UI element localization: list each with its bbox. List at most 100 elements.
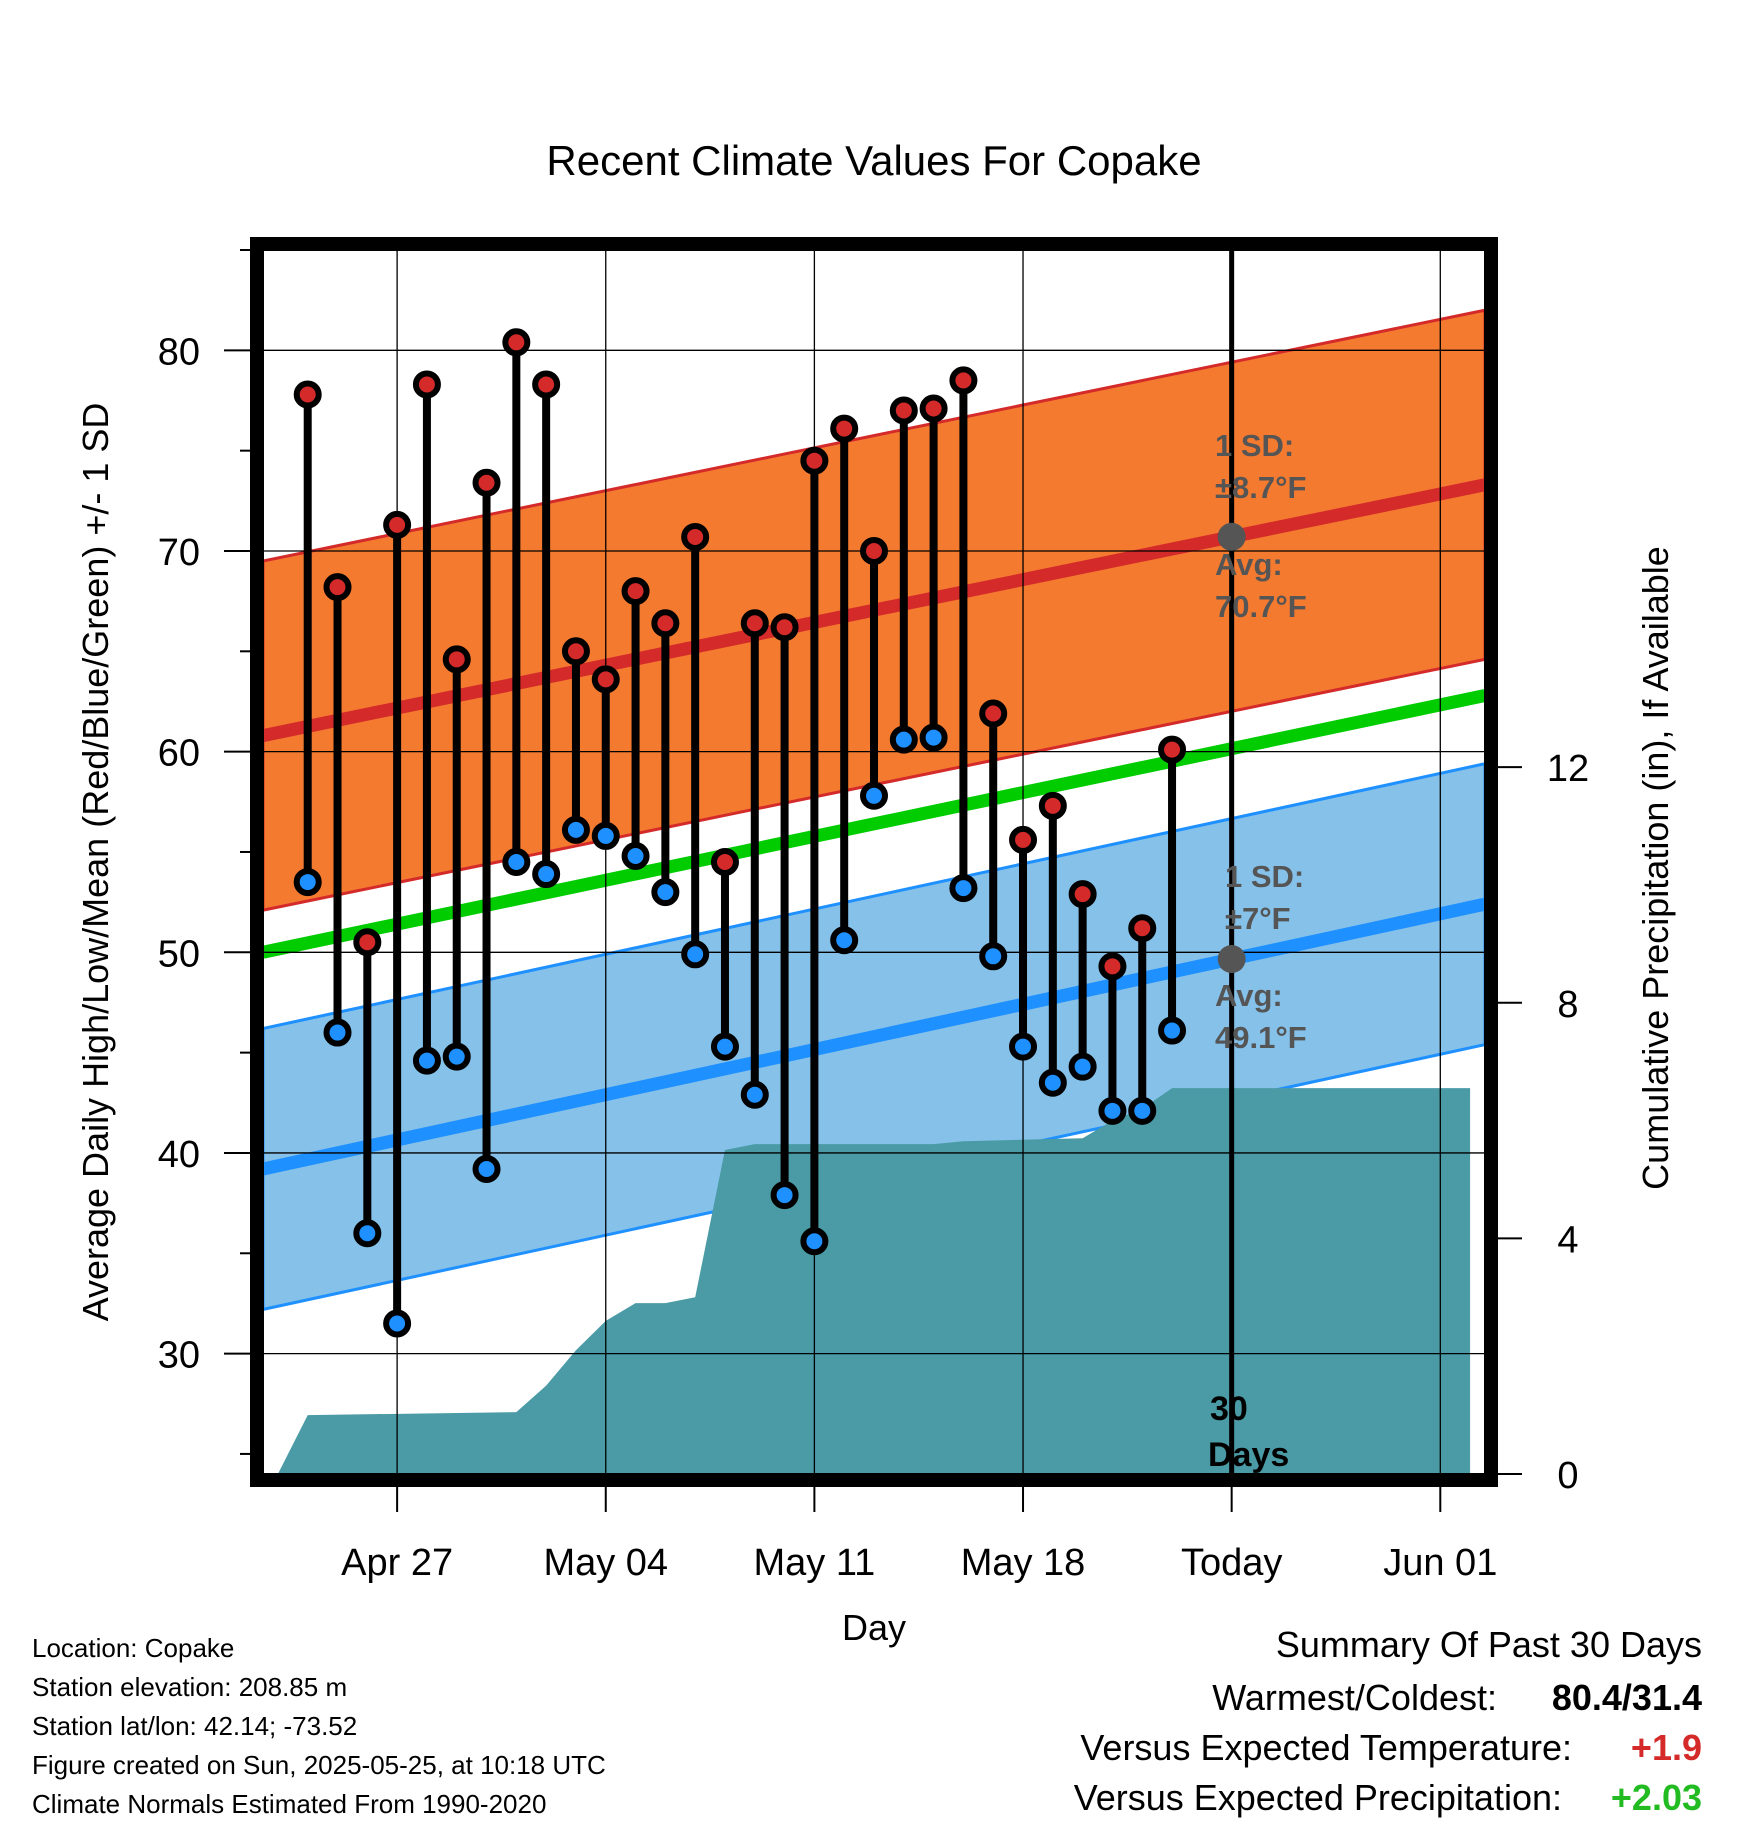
x-tick-label: May 11: [753, 1542, 875, 1584]
y-tick-label: 50: [158, 933, 200, 975]
daily-low-point: [1158, 1016, 1187, 1045]
y-right-tick-label: 8: [1557, 984, 1578, 1026]
daily-low-point: [889, 725, 918, 754]
daily-low-point: [383, 1309, 412, 1338]
daily-high-point: [591, 665, 620, 694]
daily-high-point: [472, 468, 501, 497]
daily-high-point: [860, 536, 888, 565]
y-right-tick-label: 12: [1547, 748, 1589, 790]
daily-high-point: [323, 573, 352, 602]
daily-high-point: [293, 380, 322, 409]
daily-high-point: [1038, 791, 1067, 820]
daily-high-point: [1128, 914, 1157, 943]
x-tick-label: May 18: [961, 1542, 1086, 1584]
daily-high-point: [442, 645, 471, 674]
today-normal-low-marker: [1217, 945, 1246, 974]
summary-panel: Summary Of Past 30 Days Warmest/Coldest:…: [1074, 1624, 1702, 1818]
daily-high-point: [770, 613, 799, 642]
axes: 30 40 50 60 70 80 0 4 8 12 Apr 27 May 04 May 11 May 1…: [158, 249, 1589, 1584]
left-axis-label: Average Daily High/Low/Mean (Red/Blue/Gr…: [75, 403, 116, 1322]
daily-low-point: [949, 874, 978, 903]
daily-high-point: [353, 928, 382, 957]
high-avg-value: 70.7°F: [1215, 589, 1307, 624]
daily-low-point: [621, 841, 650, 870]
daily-low-point: [1068, 1052, 1097, 1081]
daily-high-point: [1098, 952, 1127, 981]
high-avg-label: Avg:: [1215, 547, 1283, 582]
x-tick-label: Apr 27: [341, 1542, 453, 1584]
y-tick-label: 30: [158, 1335, 200, 1377]
info-elevation: Station elevation: 208.85 m: [32, 1672, 347, 1702]
y-tick-label: 40: [158, 1134, 200, 1176]
daily-low-point: [681, 940, 710, 969]
daily-low-point: [442, 1042, 471, 1071]
daily-high-point: [651, 609, 680, 638]
right-axis-label: Cumulative Precipitation (in), If Availa…: [1635, 546, 1676, 1190]
daily-high-point: [621, 577, 650, 606]
daily-high-point: [1158, 735, 1187, 764]
x-axis-label: Day: [842, 1607, 906, 1648]
daily-high-point: [1068, 880, 1097, 909]
x-tick-label: May 04: [543, 1542, 668, 1584]
daily-low-point: [740, 1080, 769, 1109]
daily-high-point: [532, 370, 561, 399]
daily-low-point: [502, 848, 531, 876]
station-info: Location: Copake Station elevation: 208.…: [32, 1633, 606, 1819]
daily-low-point: [1128, 1096, 1157, 1125]
daily-high-point: [681, 522, 710, 551]
daily-low-point: [293, 868, 322, 897]
x-tick-label: Jun 01: [1383, 1542, 1497, 1584]
daily-high-point: [710, 848, 739, 876]
daily-high-point: [412, 370, 441, 399]
daily-low-point: [561, 815, 590, 844]
daily-low-point: [532, 860, 561, 889]
y-tick-label: 80: [158, 331, 200, 373]
low-avg-label: Avg:: [1215, 978, 1283, 1013]
low-sd-label: 1 SD:: [1225, 859, 1304, 894]
y-right-tick-label: 4: [1557, 1219, 1578, 1261]
daily-low-point: [800, 1227, 829, 1256]
y-tick-label: 60: [158, 733, 200, 775]
today-normal-high-marker: [1217, 522, 1246, 551]
summary-title: Summary Of Past 30 Days: [1276, 1624, 1702, 1665]
low-avg-value: 49.1°F: [1215, 1020, 1307, 1055]
daily-high-point: [1009, 825, 1038, 854]
daily-low-point: [1009, 1032, 1038, 1061]
daily-high-point: [830, 414, 859, 443]
daily-low-point: [860, 781, 888, 810]
data-marks: [293, 328, 1246, 1338]
normal-mean-line: [263, 689, 1485, 959]
daily-high-point: [949, 366, 978, 395]
summary-warm-cold-value: 80.4/31.4: [1552, 1677, 1702, 1718]
precip-area: [277, 1088, 1471, 1474]
daily-high-point: [919, 394, 948, 423]
daily-low-point: [1098, 1096, 1127, 1125]
daily-high-point: [800, 446, 829, 475]
summary-temp-label: Versus Expected Temperature:: [1080, 1727, 1572, 1768]
normal-low-line: [263, 897, 1485, 1176]
summary-precip-value: +2.03: [1611, 1777, 1702, 1818]
info-latlon: Station lat/lon: 42.14; -73.52: [32, 1711, 357, 1741]
daily-low-point: [979, 942, 1008, 971]
daily-high-point: [740, 609, 769, 638]
daily-low-point: [472, 1155, 501, 1184]
daily-low-point: [770, 1181, 799, 1210]
daily-low-point: [1038, 1068, 1067, 1097]
summary-temp-value: +1.9: [1631, 1727, 1702, 1768]
info-normals: Climate Normals Estimated From 1990-2020: [32, 1789, 546, 1819]
daily-low-point: [412, 1046, 441, 1075]
high-sd-label: 1 SD:: [1215, 428, 1294, 463]
summary-warm-cold-label: Warmest/Coldest:: [1212, 1677, 1497, 1718]
daily-low-point: [323, 1018, 352, 1047]
chart-title: Recent Climate Values For Copake: [546, 137, 1201, 184]
high-sd-value: ±8.7°F: [1215, 470, 1306, 505]
daily-high-point: [502, 328, 531, 357]
daily-high-point: [561, 637, 590, 666]
days-label-number: 30: [1210, 1390, 1248, 1428]
info-created: Figure created on Sun, 2025-05-25, at 10…: [32, 1750, 606, 1780]
daily-high-point: [889, 396, 918, 425]
daily-low-point: [591, 821, 620, 850]
days-label-word: Days: [1208, 1436, 1289, 1474]
y-tick-label: 70: [158, 532, 200, 574]
